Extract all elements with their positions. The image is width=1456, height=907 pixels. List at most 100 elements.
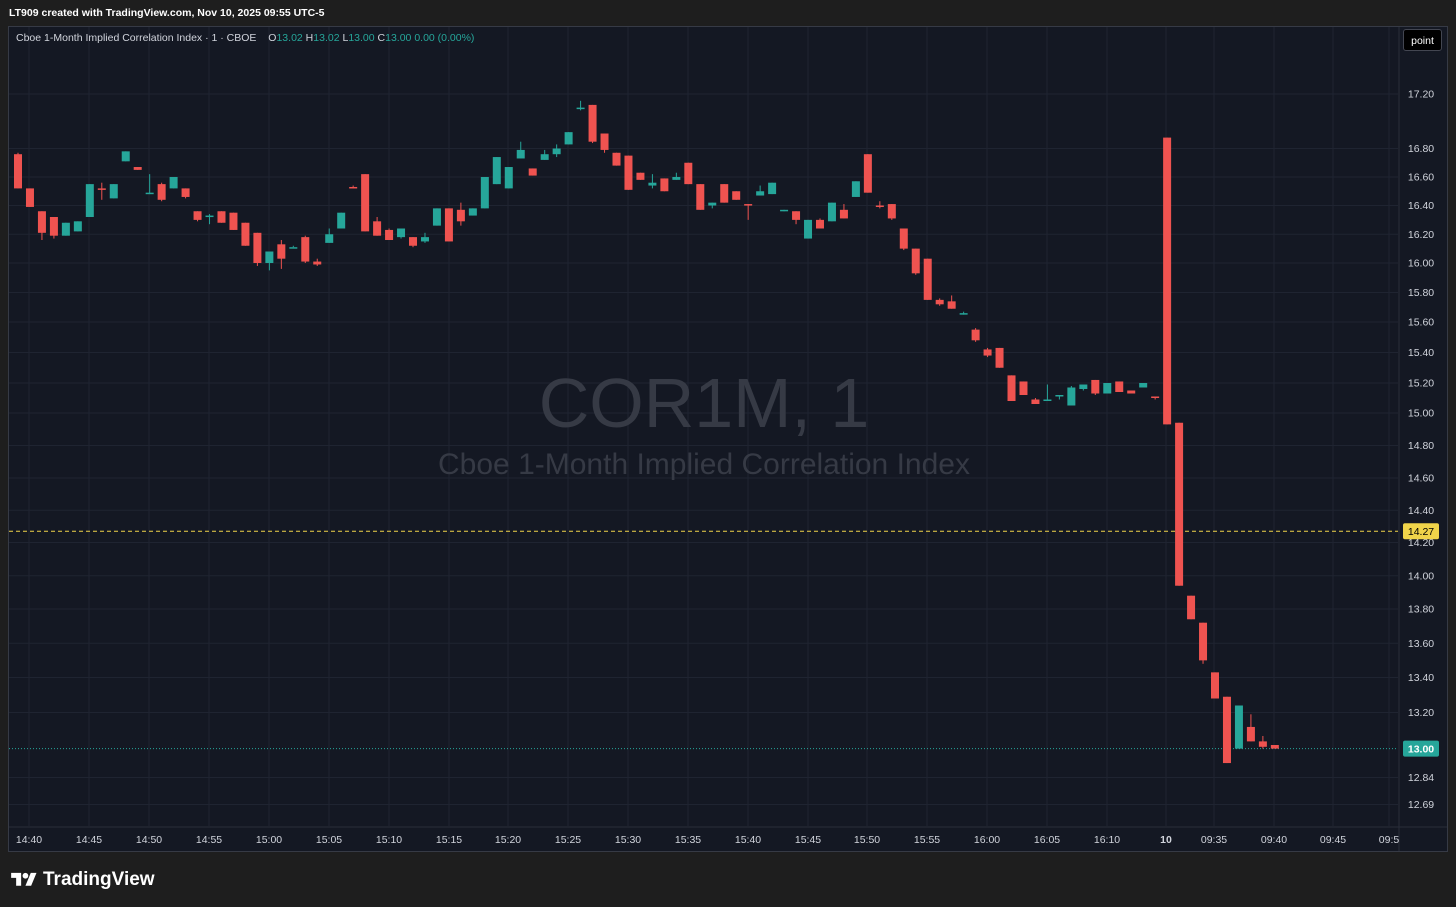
price-tick-label: 14.40 xyxy=(1408,505,1434,517)
candle xyxy=(456,202,465,226)
candle xyxy=(181,188,190,199)
price-tick-label: 13.40 xyxy=(1408,672,1434,684)
attribution-text: LT909 created with TradingView.com, Nov … xyxy=(9,7,325,19)
candle xyxy=(636,172,645,180)
candle xyxy=(444,208,453,242)
candle-body xyxy=(528,168,537,176)
candle-body xyxy=(373,221,382,236)
price-tick-label: 12.69 xyxy=(1408,799,1434,811)
time-tick-label: 15:35 xyxy=(675,834,701,846)
candle-body xyxy=(648,182,657,186)
candle-body xyxy=(875,205,884,207)
candle xyxy=(193,211,202,222)
candle-body xyxy=(839,209,848,219)
candle-body xyxy=(217,211,226,223)
candle-body xyxy=(265,251,274,263)
candle-body xyxy=(947,301,956,309)
candle xyxy=(61,222,70,236)
candle xyxy=(409,237,418,248)
candle xyxy=(1031,398,1040,404)
candle-body xyxy=(780,209,789,212)
candle xyxy=(875,201,884,209)
candle xyxy=(1067,386,1076,406)
candle xyxy=(720,184,729,203)
candle-body xyxy=(851,181,860,197)
price-tick-label: 17.20 xyxy=(1408,89,1434,101)
candle-body xyxy=(995,347,1004,368)
candle-body xyxy=(588,104,597,142)
candle xyxy=(588,104,597,144)
legend-change: 0.00 (0.00%) xyxy=(414,32,475,44)
candle-body xyxy=(756,191,765,196)
candle-body xyxy=(1091,379,1100,394)
time-tick-label: 15:15 xyxy=(436,834,462,846)
watermark: COR1M, 1 Cboe 1-Month Implied Correlatio… xyxy=(438,364,970,481)
candle-body xyxy=(14,154,22,189)
candle-body xyxy=(49,217,58,236)
candle xyxy=(600,133,609,153)
candle-body xyxy=(349,186,358,189)
candle-body xyxy=(1258,741,1267,747)
legend-open-value: 13.02 xyxy=(276,32,303,44)
candle xyxy=(289,245,298,249)
candle xyxy=(1234,705,1243,749)
time-tick-label: 15:05 xyxy=(316,834,342,846)
candle xyxy=(397,228,406,239)
price-tick-label: 15.60 xyxy=(1408,317,1434,329)
candle-body xyxy=(612,152,621,166)
candle xyxy=(157,182,166,202)
candle-body xyxy=(1127,390,1136,394)
candle-body xyxy=(61,222,70,236)
symbol-legend: Cboe 1-Month Implied Correlation Index ·… xyxy=(16,32,474,44)
candle xyxy=(241,222,250,246)
candle xyxy=(313,258,322,266)
candle-body xyxy=(229,212,238,230)
candle-body xyxy=(1067,387,1076,406)
candle xyxy=(133,167,142,170)
time-tick-label: 15:55 xyxy=(914,834,940,846)
candle-body xyxy=(576,107,585,110)
time-tick-label: 14:50 xyxy=(136,834,162,846)
time-tick-label: 09:45 xyxy=(1320,834,1346,846)
candle xyxy=(1211,672,1219,699)
candle xyxy=(899,228,908,251)
candle-body xyxy=(397,228,406,238)
candle xyxy=(25,188,34,207)
candle xyxy=(887,204,896,220)
candle-body xyxy=(923,258,932,300)
price-tick-label: 13.20 xyxy=(1408,707,1434,719)
time-tick-label: 09:5 xyxy=(1379,834,1400,846)
marker-price-label: 14.27 xyxy=(1403,523,1439,540)
candle-body xyxy=(289,247,298,249)
scale-mode-button[interactable]: point xyxy=(1403,29,1442,51)
marker-price-label-text: 14.27 xyxy=(1408,526,1434,538)
candle-body xyxy=(1019,381,1028,395)
candle xyxy=(1163,137,1172,425)
candle xyxy=(516,141,525,159)
time-tick-label: 15:45 xyxy=(795,834,821,846)
candle-body xyxy=(109,184,118,199)
legend-high-value: 13.02 xyxy=(313,32,340,44)
candle-body xyxy=(1151,396,1160,398)
candle-body xyxy=(145,192,154,195)
candle-body xyxy=(468,208,477,216)
time-tick-label: 16:05 xyxy=(1034,834,1060,846)
candle xyxy=(265,251,274,271)
chart-frame[interactable] xyxy=(8,26,1448,852)
candle xyxy=(325,228,334,243)
candle xyxy=(1127,390,1136,394)
time-tick-label: 14:45 xyxy=(76,834,102,846)
legend-high-label: H xyxy=(305,32,314,44)
candle-body xyxy=(732,191,741,200)
legend-title: Cboe 1-Month Implied Correlation Index ·… xyxy=(16,32,257,44)
candle xyxy=(85,184,94,217)
candle-body xyxy=(456,209,465,222)
candle-body xyxy=(97,188,106,190)
candle xyxy=(804,219,813,239)
tradingview-brand[interactable]: TradingView xyxy=(10,868,155,892)
candle xyxy=(492,157,501,185)
candle-body xyxy=(1043,399,1052,401)
candle xyxy=(911,248,920,275)
candle-body xyxy=(385,229,394,240)
